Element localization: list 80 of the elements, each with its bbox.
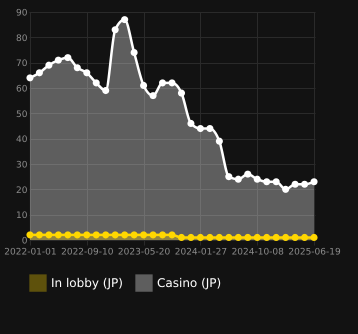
point — [121, 16, 128, 24]
point — [102, 87, 110, 94]
x-tick-label: 2024-10-08 — [232, 248, 284, 258]
point — [130, 231, 138, 238]
point — [64, 231, 72, 238]
y-tick-label: 50 — [16, 110, 28, 120]
point — [83, 69, 90, 76]
x-tick-label: 2022-09-10 — [61, 248, 114, 258]
x-tick-label: 2024-01-27 — [174, 248, 228, 258]
legend-label: In lobby (JP) — [51, 276, 123, 290]
point — [282, 186, 290, 193]
point — [54, 231, 62, 238]
point — [196, 125, 204, 132]
point — [292, 180, 299, 188]
point — [45, 231, 52, 238]
point — [74, 64, 81, 72]
point — [140, 231, 148, 238]
point — [112, 231, 119, 238]
point — [225, 234, 232, 241]
point — [310, 234, 318, 241]
point — [310, 178, 318, 186]
point — [272, 234, 280, 241]
point — [178, 90, 186, 97]
point — [36, 231, 43, 238]
y-tick-label: 90 — [16, 8, 28, 18]
point — [54, 56, 62, 64]
point — [244, 234, 252, 241]
y-tick-label: 60 — [16, 84, 28, 94]
y-tick-label: 30 — [16, 160, 28, 170]
point — [74, 231, 81, 238]
x-tick-label: 2022-01-01 — [4, 248, 57, 258]
point — [121, 231, 128, 238]
point — [112, 26, 119, 34]
point — [301, 180, 308, 188]
point — [206, 234, 214, 241]
point — [216, 234, 223, 241]
legend-label: Casino (JP) — [157, 276, 222, 290]
x-tick-label: 2023-05-20 — [118, 248, 171, 258]
y-tick-label: 10 — [16, 211, 28, 222]
point — [187, 120, 194, 127]
point — [254, 234, 261, 241]
y-tick-label: 70 — [16, 59, 28, 70]
point — [168, 231, 176, 238]
point — [282, 234, 290, 241]
point — [263, 234, 270, 241]
point — [187, 234, 194, 241]
point — [158, 231, 166, 238]
y-tick-label: 20 — [16, 186, 28, 196]
point — [196, 234, 204, 241]
point — [26, 74, 34, 82]
point — [83, 231, 90, 238]
point — [140, 82, 148, 89]
point — [150, 92, 157, 100]
x-tick-label: 2025-06-19 — [288, 248, 341, 258]
point — [92, 79, 100, 86]
point — [292, 234, 299, 241]
point — [244, 170, 252, 178]
point — [36, 69, 43, 76]
point — [26, 231, 34, 238]
point — [206, 125, 214, 132]
point — [45, 62, 52, 69]
point — [178, 234, 186, 241]
y-tick-label: 80 — [16, 34, 28, 44]
point — [301, 234, 308, 241]
point — [158, 79, 166, 86]
y-tick-label: 40 — [16, 135, 28, 146]
point — [216, 138, 223, 145]
y-tick-label: 0 — [22, 236, 28, 246]
point — [272, 178, 280, 186]
point — [225, 173, 232, 180]
point — [168, 79, 176, 86]
point — [254, 176, 261, 183]
point — [234, 234, 242, 241]
point — [234, 176, 242, 183]
point — [150, 231, 157, 238]
point — [102, 231, 110, 238]
point — [92, 231, 100, 238]
point — [263, 178, 270, 186]
point — [64, 54, 72, 62]
point — [130, 49, 138, 56]
